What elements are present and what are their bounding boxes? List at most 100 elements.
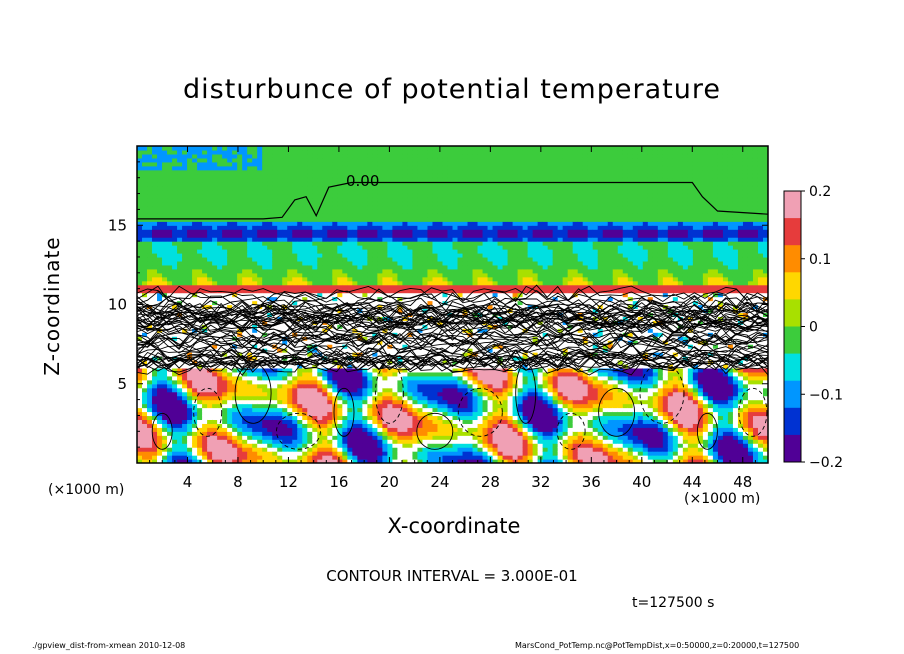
heatmap-cell: [222, 415, 228, 421]
heatmap-cell: [137, 407, 143, 413]
heatmap-cell: [392, 264, 399, 270]
heatmap-cell: [382, 252, 388, 258]
heatmap-cell: [372, 371, 378, 377]
heatmap-cell: [407, 256, 414, 262]
heatmap-cell: [437, 344, 444, 349]
heatmap-cell: [192, 296, 198, 302]
heatmap-cell: [167, 431, 173, 436]
heatmap-cell: [247, 193, 253, 199]
heatmap-cell: [142, 403, 148, 409]
heatmap-cell: [367, 288, 373, 294]
heatmap-cell: [422, 268, 429, 274]
heatmap-cell: [352, 237, 358, 242]
heatmap-cell: [362, 217, 368, 222]
heatmap-cell: [392, 344, 399, 349]
heatmap-cell: [167, 177, 173, 183]
heatmap-cell: [332, 256, 338, 262]
heatmap-cell: [397, 161, 404, 167]
heatmap-cell: [392, 189, 399, 195]
heatmap-cell: [302, 352, 308, 357]
heatmap-cell: [177, 375, 183, 381]
heatmap-cell: [142, 383, 148, 389]
heatmap-cell: [372, 435, 378, 440]
heatmap-cell: [392, 415, 399, 421]
heatmap-cell: [312, 213, 318, 218]
heatmap-cell: [212, 296, 218, 302]
heatmap-cell: [417, 280, 424, 286]
heatmap-cell: [172, 379, 178, 385]
heatmap-cell: [262, 149, 268, 155]
heatmap-cell: [137, 252, 143, 258]
heatmap-cell: [247, 173, 253, 179]
heatmap-cell: [352, 201, 358, 207]
heatmap-cell: [427, 383, 434, 389]
heatmap-cell: [282, 407, 288, 413]
heatmap-cell: [292, 300, 298, 306]
heatmap-cell: [407, 427, 414, 432]
heatmap-cell: [382, 233, 388, 238]
heatmap-cell: [257, 173, 263, 179]
heatmap-cell: [402, 173, 409, 179]
heatmap-cell: [222, 165, 228, 171]
heatmap-cell: [382, 229, 388, 234]
heatmap-cell: [392, 213, 399, 218]
heatmap-cell: [197, 411, 203, 417]
heatmap-cell: [197, 205, 203, 210]
heatmap-cell: [442, 332, 449, 337]
heatmap-cell: [187, 264, 193, 270]
heatmap-cell: [152, 256, 158, 262]
heatmap-cell: [232, 280, 238, 286]
heatmap-cell: [342, 296, 348, 302]
heatmap-cell: [277, 241, 283, 246]
heatmap-cell: [257, 201, 263, 207]
heatmap-cell: [397, 169, 404, 175]
heatmap-cell: [177, 419, 183, 424]
heatmap-cell: [187, 391, 193, 397]
heatmap-cell: [297, 419, 303, 424]
heatmap-cell: [152, 340, 158, 345]
heatmap-cell: [357, 439, 363, 444]
heatmap-cell: [327, 356, 333, 361]
heatmap-cell: [212, 229, 218, 234]
heatmap-cell: [292, 272, 298, 278]
heatmap-cell: [242, 229, 248, 234]
heatmap-cell: [377, 217, 383, 222]
heatmap-cell: [422, 419, 429, 424]
heatmap-cell: [177, 161, 183, 167]
heatmap-cell: [252, 157, 258, 163]
heatmap-cell: [327, 284, 333, 290]
heatmap-cell: [222, 288, 228, 294]
heatmap-cell: [182, 411, 188, 417]
heatmap-cell: [392, 348, 399, 353]
heatmap-cell: [407, 209, 414, 214]
heatmap-cell: [167, 316, 173, 321]
heatmap-cell: [382, 260, 388, 266]
heatmap-cell: [307, 411, 313, 417]
heatmap-cell: [442, 149, 449, 155]
heatmap-cell: [297, 189, 303, 195]
heatmap-cell: [187, 387, 193, 393]
heatmap-cell: [352, 173, 358, 179]
heatmap-cell: [377, 296, 383, 302]
heatmap-cell: [277, 367, 283, 373]
heatmap-cell: [142, 399, 148, 405]
heatmap-cell: [342, 455, 348, 460]
heatmap-cell: [427, 459, 434, 463]
heatmap-cell: [227, 217, 233, 222]
heatmap-cell: [277, 375, 283, 381]
heatmap-cell: [227, 237, 233, 242]
heatmap-cell: [267, 443, 273, 448]
heatmap-cell: [252, 352, 258, 357]
heatmap-cell: [437, 177, 444, 183]
heatmap-cell: [332, 383, 338, 389]
heatmap-cell: [182, 280, 188, 286]
heatmap-cell: [297, 161, 303, 167]
heatmap-cell: [197, 284, 203, 290]
heatmap-cell: [162, 312, 168, 317]
heatmap-cell: [342, 193, 348, 199]
heatmap-cell: [187, 181, 193, 187]
heatmap-cell: [167, 371, 173, 377]
heatmap-cell: [382, 383, 388, 389]
heatmap-cell: [222, 217, 228, 222]
heatmap-cell: [327, 177, 333, 183]
